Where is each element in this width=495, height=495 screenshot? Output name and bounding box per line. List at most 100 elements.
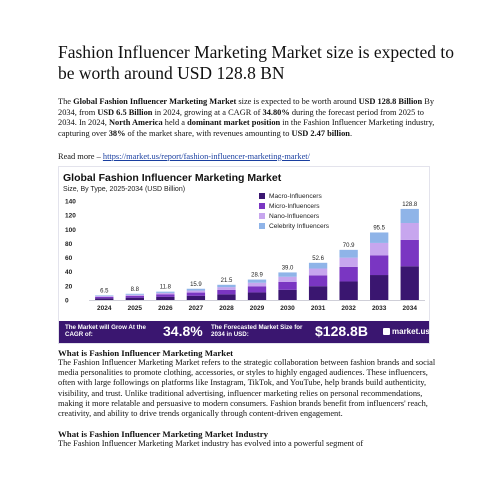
x-tick-label: 2031: [311, 305, 326, 312]
section2-paragraph: The Fashion Influencer Marketing Market …: [58, 439, 364, 448]
bar-segment: [186, 290, 206, 293]
page-title: Fashion Influencer Marketing Market size…: [58, 42, 455, 83]
legend-swatch: [259, 223, 265, 229]
bar-segment: [217, 287, 236, 290]
y-tick-label: 140: [65, 199, 76, 206]
bar-segment: [400, 266, 419, 300]
x-tick-label: 2027: [189, 305, 204, 312]
intro-text: during the forecast period from 2025 to …: [58, 107, 424, 128]
y-tick-label: 80: [65, 241, 73, 248]
intro-text: in the Fashion Influencer Marketing indu…: [58, 118, 435, 138]
data-label: 15.9: [190, 282, 202, 288]
intro-bold: 34.80%: [262, 107, 290, 117]
legend-label: Celebrity Influencers: [269, 222, 330, 230]
bar-segment: [247, 282, 267, 287]
intro-text: held a: [162, 118, 188, 128]
y-tick-label: 60: [65, 255, 73, 262]
data-label: 39.0: [282, 265, 294, 271]
bar-segment: [339, 266, 358, 282]
bar-segment: [156, 292, 175, 295]
read-more-label: Read more –: [58, 152, 103, 161]
bar-segment: [370, 232, 389, 243]
bar-segment: [370, 275, 389, 300]
bar-segment: [278, 289, 297, 300]
bar-segment: [278, 272, 297, 277]
read-more-link[interactable]: https://market.us/report/fashion-influen…: [102, 152, 310, 161]
cagr-label: The Market will Grow At the CAGR of:: [65, 324, 146, 339]
bar-segment: [308, 262, 328, 269]
intro-bold: North America: [108, 118, 163, 128]
y-tick-label: 100: [65, 227, 76, 234]
bar-segment: [156, 294, 175, 297]
legend-swatch: [259, 193, 265, 199]
bar-segment: [186, 292, 206, 296]
intro-text: of the market share, with revenues amoun…: [125, 128, 292, 138]
bar-segment: [217, 294, 236, 300]
intro-bold: Global Fashion Influencer Marketing Mark…: [73, 97, 237, 106]
bar-segment: [370, 242, 389, 256]
x-tick-label: 2032: [341, 305, 356, 312]
brand-name: market.us: [392, 327, 430, 336]
section2-heading: What is Fashion Influencer Marketing Mar…: [58, 429, 268, 439]
y-tick-label: 20: [65, 283, 73, 290]
legend-label: Macro-Influencers: [269, 192, 322, 200]
x-tick-label: 2029: [250, 305, 265, 312]
legend-swatch: [259, 213, 265, 219]
brand-logo: market.us: [383, 327, 430, 336]
bar-segment: [125, 293, 144, 295]
intro-text: By 2034, from: [58, 97, 435, 117]
legend-item: Micro-Influencers: [259, 201, 329, 211]
legend-item: Celebrity Influencers: [259, 221, 329, 231]
bar-segment: [308, 268, 328, 276]
bar-segment: [278, 276, 297, 282]
bar-segment: [247, 292, 267, 300]
data-label: 21.5: [221, 278, 233, 284]
bar-segment: [95, 298, 114, 300]
bar-segment: [400, 239, 419, 267]
legend-label: Micro-Influencers: [269, 202, 320, 210]
section1-heading: What is Fashion Influencer Marketing Mar…: [58, 348, 234, 358]
bar-segment: [125, 297, 144, 300]
bar-segment: [95, 296, 114, 297]
bar-segment: [247, 286, 267, 293]
data-label: 95.5: [373, 225, 385, 231]
chart-title: Global Fashion Influencer Marketing Mark…: [63, 172, 282, 184]
intro-text: The: [58, 97, 74, 106]
data-label: 8.8: [131, 287, 140, 293]
x-tick-label: 2033: [372, 305, 387, 312]
x-tick-label: 2025: [128, 305, 143, 312]
bar-segment: [156, 291, 175, 293]
bar-segment: [278, 281, 297, 290]
bar-segment: [339, 257, 358, 267]
read-more: Read more – https://market.us/report/fas…: [58, 152, 458, 162]
legend-label: Nano-Influencers: [269, 212, 320, 220]
legend-item: Nano-Influencers: [259, 211, 329, 221]
chart-banner: The Market will Grow At the CAGR of: 34.…: [59, 321, 430, 343]
legend-item: Macro-Influencers: [259, 191, 329, 201]
x-tick-label: 2034: [402, 305, 417, 312]
x-tick-label: 2024: [97, 305, 112, 312]
bar-segment: [400, 222, 419, 240]
bar-segment: [339, 249, 358, 258]
intro-bold: dominant market position: [187, 118, 281, 128]
bar-segment: [125, 295, 144, 298]
bar-segment: [339, 281, 358, 300]
cagr-value: 34.8%: [163, 323, 203, 339]
x-tick-label: 2028: [219, 305, 234, 312]
intro-text: .: [349, 128, 353, 138]
y-tick-label: 120: [65, 213, 76, 220]
bar-segment: [247, 279, 267, 283]
market-chart: 0 20 40 60 80 100 120 140 6.5 2024 8.8 2025 11.8 2026…: [58, 166, 430, 344]
bar-segment: [125, 294, 144, 296]
intro-text: in 2024, growing at a CAGR of: [152, 107, 263, 117]
bar-segment: [308, 286, 328, 300]
bar-segment: [217, 289, 236, 295]
forecast-label: The Forecasted Market Size for 2034 in U…: [211, 324, 303, 339]
intro-text: size is expected to be worth around: [236, 97, 359, 106]
data-label: 128.8: [402, 202, 418, 208]
data-label: 70.9: [343, 243, 355, 249]
data-label: 52.6: [312, 256, 324, 262]
bar-segment: [400, 208, 419, 223]
data-label: 11.8: [160, 285, 172, 291]
